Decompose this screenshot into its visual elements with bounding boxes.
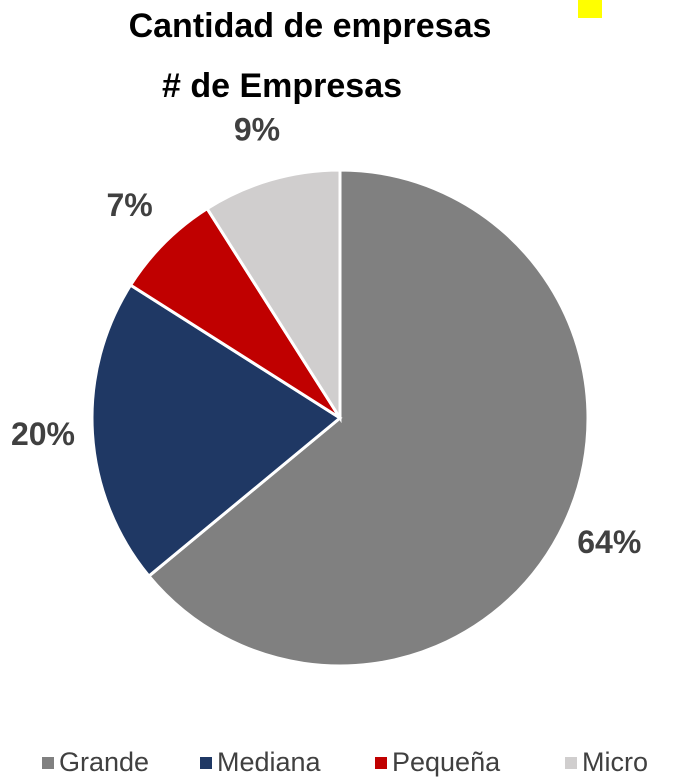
legend-swatch <box>565 757 577 769</box>
pie-slice <box>90 283 343 579</box>
chart-subtitle: # de Empresas <box>162 67 402 105</box>
legend-swatch <box>375 757 387 769</box>
pie-slice <box>128 206 342 420</box>
legend-label: Grande <box>59 747 149 777</box>
data-label: 7% <box>106 187 152 223</box>
chart-title: Cantidad de empresas <box>129 7 492 45</box>
legend-label: Pequeña <box>392 747 501 777</box>
decoration <box>578 0 602 18</box>
data-label: 20% <box>11 416 75 452</box>
legend-swatch <box>42 757 54 769</box>
pie-slice <box>205 168 342 424</box>
legend-swatch <box>200 757 212 769</box>
pie-slice <box>146 168 590 668</box>
legend-label: Mediana <box>217 747 322 777</box>
data-label: 9% <box>234 112 280 148</box>
data-label: 64% <box>577 524 641 560</box>
legend-label: Micro <box>582 747 648 777</box>
